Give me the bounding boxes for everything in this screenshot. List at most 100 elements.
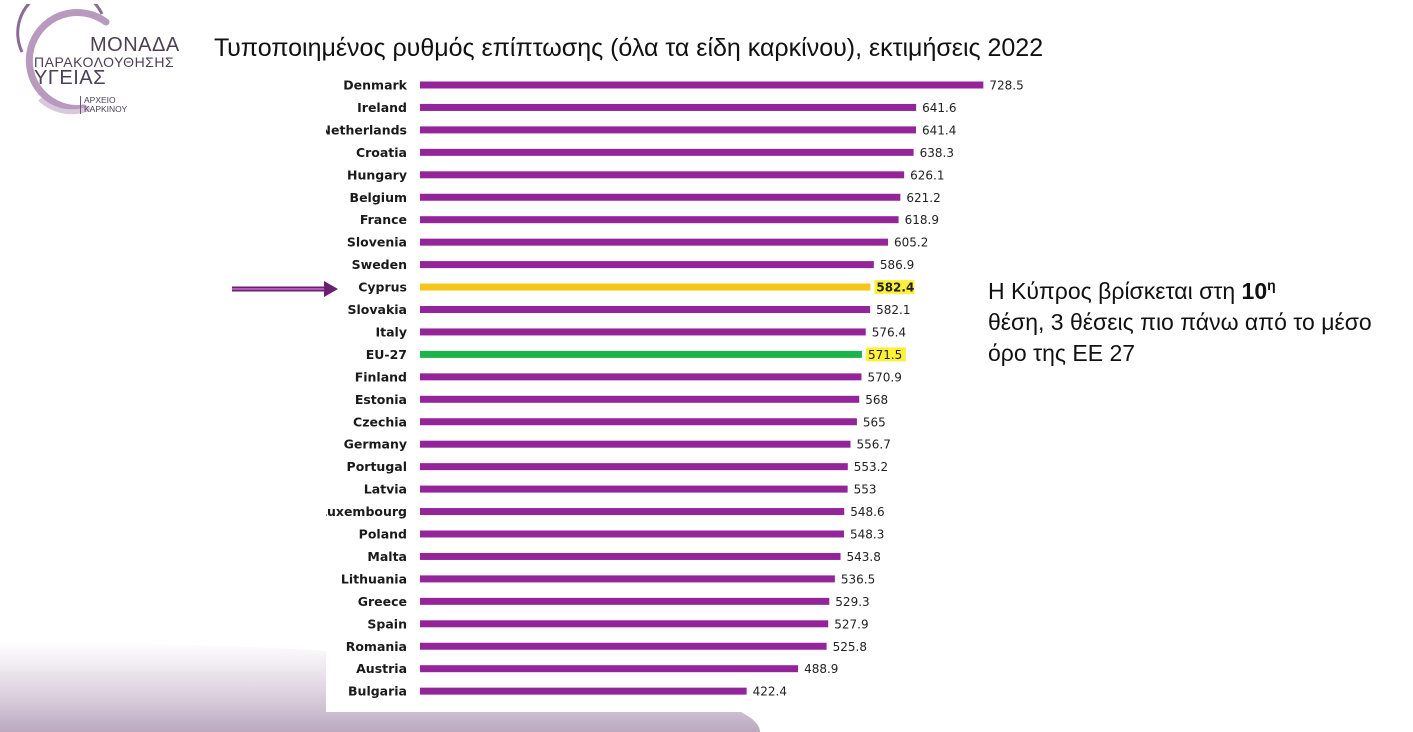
value-label-italy: 576.4 <box>872 325 906 339</box>
logo: ΜΟΝΑΔΑ ΠΑΡΑΚΟΛΟΥΘΗΣΗΣ ΥΓΕΙΑΣ ΑΡΧΕΙΟ ΚΑΡΚ… <box>10 4 195 116</box>
logo-subtitle: ΑΡΧΕΙΟ ΚΑΡΚΙΝΟΥ <box>80 96 127 114</box>
value-label-luxembourg: 548.6 <box>850 505 884 519</box>
bar-spain <box>420 620 829 628</box>
value-label-estonia: 568 <box>865 393 888 407</box>
logo-line-1: ΜΟΝΑΔΑ <box>90 34 180 56</box>
bar-czechia <box>420 418 857 426</box>
value-label-bulgaria: 422.4 <box>753 685 787 699</box>
bar-bulgaria <box>420 687 747 695</box>
bar-ireland <box>420 103 917 111</box>
category-label-romania: Romania <box>346 639 407 654</box>
logo-subtitle-2: ΚΑΡΚΙΝΟΥ <box>84 104 128 114</box>
callout-part-2: θέση, 3 θέσεις πιο πάνω από το μέσο όρο … <box>988 309 1372 366</box>
bar-denmark <box>420 81 984 89</box>
category-label-austria: Austria <box>356 661 407 676</box>
value-label-croatia: 638.3 <box>920 146 954 160</box>
category-label-ireland: Ireland <box>357 100 407 115</box>
bar-austria <box>420 665 799 673</box>
category-label-denmark: Denmark <box>343 78 407 93</box>
value-label-lithuania: 536.5 <box>841 572 875 586</box>
value-label-finland: 570.9 <box>867 370 901 384</box>
value-label-ireland: 641.6 <box>922 101 956 115</box>
value-label-greece: 529.3 <box>835 595 869 609</box>
value-label-denmark: 728.5 <box>989 79 1023 93</box>
value-label-poland: 548.3 <box>850 528 884 542</box>
bar-chart: Denmark 728.5 Ireland 641.6 Netherlands 641.4… <box>326 78 1024 699</box>
category-label-luxembourg: Luxembourg <box>326 504 407 519</box>
bar-belgium <box>420 193 901 201</box>
value-label-cyprus: 582.4 <box>876 281 914 295</box>
logo-line-2: ΠΑΡΑΚΟΛΟΥΘΗΣΗΣ <box>34 54 175 70</box>
value-label-eu-27: 571.5 <box>868 348 902 362</box>
bar-italy <box>420 328 866 336</box>
logo-line-3: ΥΓΕΙΑΣ <box>34 67 106 89</box>
value-label-spain: 527.9 <box>834 617 868 631</box>
bar-estonia <box>420 395 860 403</box>
value-label-france: 618.9 <box>905 213 939 227</box>
value-label-highlight-cyprus <box>874 280 915 295</box>
category-label-italy: Italy <box>376 324 408 339</box>
category-label-bulgaria: Bulgaria <box>348 684 407 699</box>
chart-title: Τυποποιημένος ρυθμός επίπτωσης (όλα τα ε… <box>214 34 1044 62</box>
arrow-icon <box>232 281 338 297</box>
category-label-eu-27: EU-27 <box>366 347 407 362</box>
value-label-austria: 488.9 <box>804 662 838 676</box>
category-label-netherlands: Netherlands <box>326 122 407 137</box>
bar-cyprus <box>420 283 871 291</box>
chart-panel <box>326 74 986 712</box>
callout-rank: 10 <box>1241 278 1268 304</box>
bar-sweden <box>420 261 874 269</box>
category-label-estonia: Estonia <box>355 392 407 407</box>
value-label-hungary: 626.1 <box>910 168 944 182</box>
category-label-malta: Malta <box>367 549 407 564</box>
category-label-slovakia: Slovakia <box>348 302 408 317</box>
bar-croatia <box>420 148 914 156</box>
bar-portugal <box>420 463 848 471</box>
logo-circle-icon <box>16 4 110 115</box>
category-label-germany: Germany <box>344 437 407 452</box>
callout-rank-suffix: η <box>1267 277 1276 293</box>
callout-text: Η Κύπρος βρίσκεται στη 10η θέση, 3 θέσει… <box>988 270 1408 369</box>
category-label-lithuania: Lithuania <box>341 571 407 586</box>
category-label-hungary: Hungary <box>347 167 407 182</box>
callout-part-1: Η Κύπρος βρίσκεται στη <box>988 278 1242 304</box>
category-label-czechia: Czechia <box>353 414 407 429</box>
bar-slovenia <box>420 238 889 246</box>
category-label-latvia: Latvia <box>364 482 407 497</box>
category-label-greece: Greece <box>358 594 407 609</box>
value-label-czechia: 565 <box>863 415 886 429</box>
bar-romania <box>420 642 827 650</box>
value-label-romania: 525.8 <box>833 640 867 654</box>
category-label-belgium: Belgium <box>350 190 407 205</box>
value-label-highlight-eu-27 <box>865 347 906 362</box>
category-label-sweden: Sweden <box>352 257 407 272</box>
bar-malta <box>420 552 841 560</box>
bar-finland <box>420 373 862 381</box>
value-label-sweden: 586.9 <box>880 258 914 272</box>
category-label-finland: Finland <box>355 369 407 384</box>
bar-germany <box>420 440 851 448</box>
value-label-netherlands: 641.4 <box>922 123 956 137</box>
category-label-portugal: Portugal <box>347 459 407 474</box>
value-label-slovenia: 605.2 <box>894 236 928 250</box>
value-label-germany: 556.7 <box>856 438 890 452</box>
bar-hungary <box>420 171 905 179</box>
value-label-latvia: 553 <box>854 483 877 497</box>
category-label-poland: Poland <box>359 527 407 542</box>
bar-latvia <box>420 485 848 493</box>
bar-poland <box>420 530 845 538</box>
bar-lithuania <box>420 575 835 583</box>
logo-subtitle-1: ΑΡΧΕΙΟ <box>84 95 116 105</box>
value-label-portugal: 553.2 <box>854 460 888 474</box>
category-label-slovenia: Slovenia <box>347 235 407 250</box>
value-label-slovakia: 582.1 <box>876 303 910 317</box>
value-label-malta: 543.8 <box>847 550 881 564</box>
category-label-france: France <box>360 212 407 227</box>
value-label-belgium: 621.2 <box>906 191 940 205</box>
bar-slovakia <box>420 306 871 313</box>
category-label-cyprus: Cyprus <box>358 280 407 295</box>
bar-greece <box>420 597 830 605</box>
bar-netherlands <box>420 126 916 134</box>
category-label-croatia: Croatia <box>356 145 407 160</box>
bar-luxembourg <box>420 508 845 516</box>
